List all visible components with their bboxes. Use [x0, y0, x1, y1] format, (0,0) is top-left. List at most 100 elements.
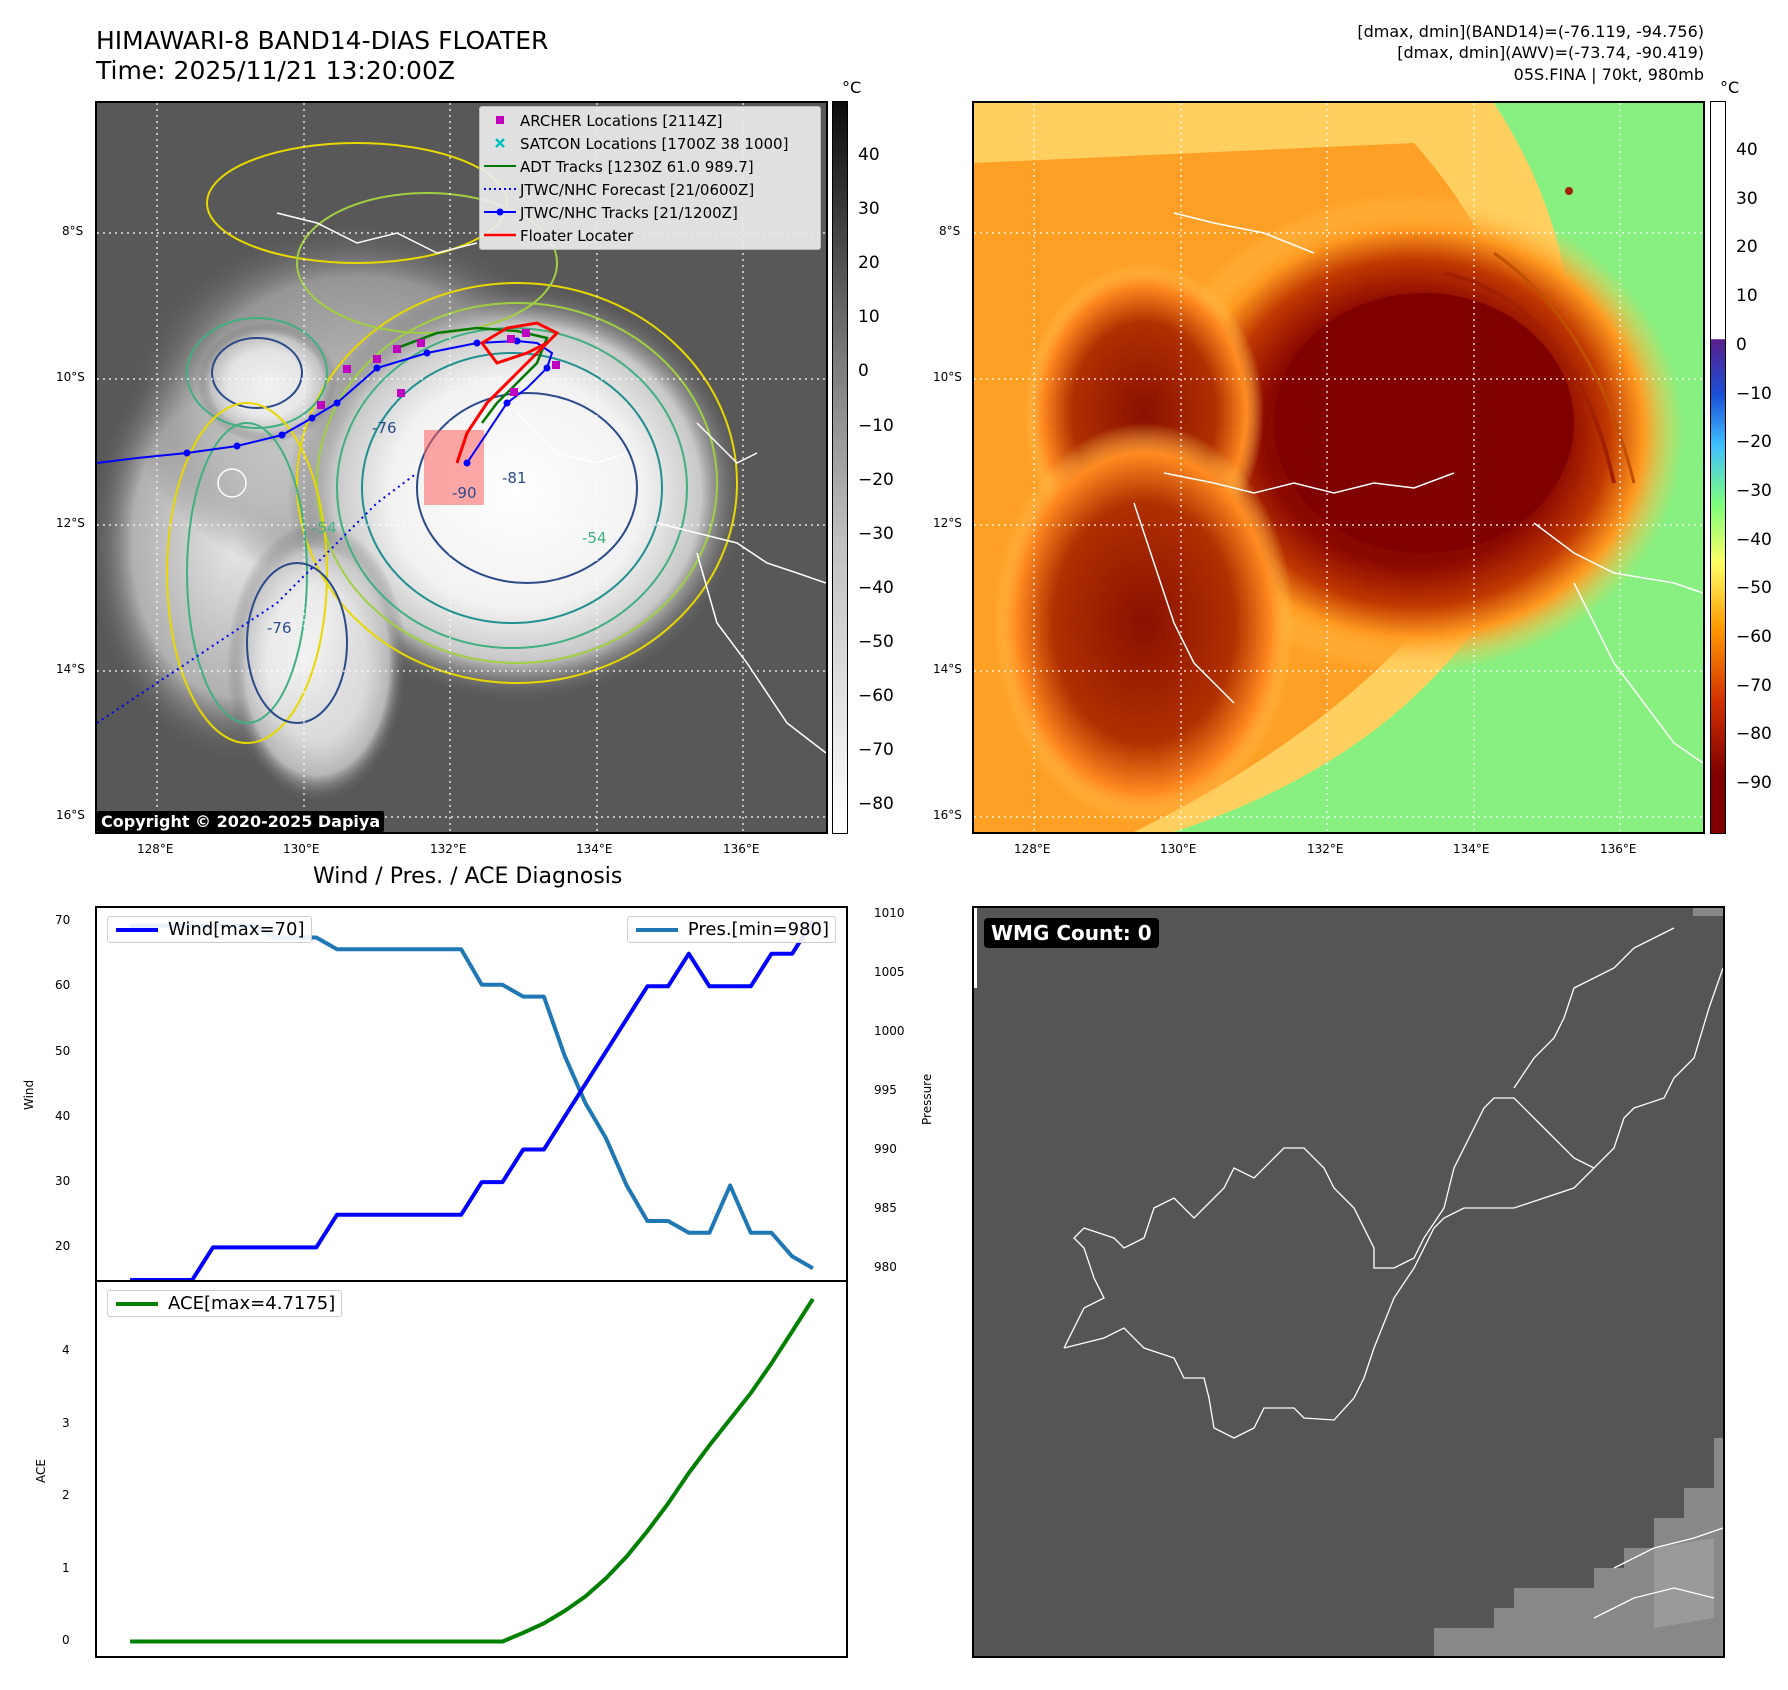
lat-label: 16°S: [933, 808, 962, 822]
lat-label: 12°S: [56, 516, 85, 530]
colorbar-tick-label: −10: [858, 415, 894, 436]
lat-label: 12°S: [933, 516, 962, 530]
figure-title: HIMAWARI-8 BAND14-DIAS FLOATER: [96, 26, 549, 55]
ir-colorbar: [832, 101, 848, 834]
ace-tick-label: 1: [62, 1560, 70, 1575]
colorbar-tick-label: −20: [858, 469, 894, 490]
wv-colorbar: [1710, 101, 1726, 834]
colorbar-tick-label: −50: [858, 631, 894, 652]
ace-tick-label: 4: [62, 1342, 70, 1357]
legend-item-satcon: SATCON Locations [1700Z 38 1000]: [480, 132, 820, 155]
wmg-image: [974, 908, 1723, 1656]
wv-map-panel: [972, 101, 1705, 834]
ace-series-line: [130, 1297, 815, 1644]
ace-tick-label: 2: [62, 1488, 70, 1503]
colorbar-tick-label: −70: [858, 740, 894, 761]
wv-map-image: [974, 103, 1703, 832]
lon-label: 136°E: [723, 842, 760, 856]
pressure-tick-label: 1010: [874, 905, 905, 920]
colorbar-tick-label: −30: [858, 523, 894, 544]
lat-label: 14°S: [933, 662, 962, 676]
pres-ylabel: Pressure: [920, 1073, 934, 1125]
diagnosis-title: Wind / Pres. / ACE Diagnosis: [313, 864, 623, 889]
contour-label: -90: [452, 484, 477, 502]
wmg-panel: WMG Count: 0: [972, 906, 1725, 1658]
colorbar-tick-label: −60: [1736, 627, 1772, 647]
colorbar-tick-label: 10: [858, 307, 880, 328]
colorbar-tick-label: 10: [1736, 286, 1758, 307]
info-awv-range: [dmax, dmin](AWV)=(-73.74, -90.419): [1397, 43, 1704, 62]
ace-tick-label: 3: [62, 1415, 70, 1430]
legend-item-floater: Floater Locater: [484, 226, 634, 245]
lon-label: 134°E: [1453, 842, 1490, 856]
wind-pres-plot: [130, 920, 815, 1280]
colorbar-tick-label: −90: [1736, 773, 1772, 794]
ace-panel: ACE[max=4.7175]: [95, 1280, 848, 1658]
lon-label: 128°E: [1014, 842, 1051, 856]
colorbar-tick-label: 40: [858, 145, 880, 165]
pressure-tick-label: 990: [874, 1142, 897, 1157]
ace-legend: ACE[max=4.7175]: [107, 1290, 343, 1317]
wind-ylabel: Wind: [22, 1079, 36, 1110]
map-legend: ARCHER Locations [2114Z] SATCON Location…: [479, 106, 821, 250]
wind-tick-label: 30: [55, 1174, 71, 1189]
contour-label: -81: [502, 469, 527, 487]
lon-label: 128°E: [137, 842, 174, 856]
pressure-series-line: [130, 923, 814, 1270]
colorbar-tick-label: −80: [858, 794, 894, 815]
legend-item-adt: ADT Tracks [1230Z 61.0 989.7]: [484, 157, 754, 176]
info-storm-summary: 05S.FINA | 70kt, 980mb: [1513, 65, 1704, 84]
wind-tick-label: 60: [55, 978, 71, 993]
wind-legend: Wind[max=70]: [107, 916, 312, 943]
lon-label: 130°E: [283, 842, 320, 856]
lat-label: 10°S: [56, 370, 85, 384]
colorbar-tick-label: 30: [858, 199, 880, 220]
colorbar-tick-label: 0: [858, 361, 869, 382]
lat-label: 14°S: [56, 662, 85, 676]
legend-item-archer: ARCHER Locations [2114Z]: [480, 109, 820, 132]
wmg-count-badge: WMG Count: 0: [984, 918, 1159, 948]
lon-label: 132°E: [430, 842, 467, 856]
ace-tick-label: 0: [62, 1633, 70, 1648]
legend-item-forecast: JTWC/NHC Forecast [21/0600Z]: [484, 180, 755, 199]
copyright-badge: Copyright © 2020-2025 Dapiya: [97, 811, 385, 832]
pres-legend: Pres.[min=980]: [626, 916, 836, 943]
colorbar-tick-label: 20: [1736, 237, 1758, 258]
colorbar-tick-label: −10: [1736, 383, 1772, 404]
pressure-tick-label: 980: [874, 1260, 897, 1275]
lon-label: 130°E: [1160, 842, 1197, 856]
colorbar-tick-label: −50: [1736, 578, 1772, 599]
colorbar-tick-label: −20: [1736, 432, 1772, 453]
wind-tick-label: 50: [55, 1043, 71, 1058]
lon-label: 136°E: [1600, 842, 1637, 856]
colorbar-tick-label: 40: [1736, 140, 1758, 160]
pressure-tick-label: 1005: [874, 964, 905, 979]
lon-label: 132°E: [1307, 842, 1344, 856]
lat-label: 8°S: [939, 224, 961, 238]
lon-label: 134°E: [576, 842, 613, 856]
colorbar-tick-label: −70: [1736, 675, 1772, 696]
colorbar-tick-label: −40: [1736, 529, 1772, 550]
ace-ylabel: ACE: [34, 1459, 48, 1483]
wind-pres-panel: Wind[max=70] Pres.[min=980]: [95, 906, 848, 1282]
pressure-tick-label: 985: [874, 1201, 897, 1216]
contour-label: -54: [582, 529, 607, 547]
figure-time: Time: 2025/11/21 13:20:00Z: [96, 56, 455, 85]
colorbar-tick-label: 20: [858, 253, 880, 274]
wind-tick-label: 40: [55, 1108, 71, 1123]
wind-tick-label: 70: [55, 913, 71, 928]
contour-label: -76: [372, 419, 397, 437]
wind-series-line: [130, 920, 815, 1280]
lat-label: 8°S: [62, 224, 84, 238]
wv-colorbar-unit: °C: [1720, 78, 1740, 97]
colorbar-tick-label: −40: [858, 577, 894, 598]
colorbar-tick-label: −60: [858, 686, 894, 706]
wind-tick-label: 20: [55, 1239, 71, 1254]
lat-label: 16°S: [56, 808, 85, 822]
colorbar-tick-label: 0: [1736, 334, 1747, 355]
ir-colorbar-unit: °C: [842, 78, 862, 97]
pressure-tick-label: 995: [874, 1083, 897, 1098]
pressure-tick-label: 1000: [874, 1024, 905, 1038]
contour-label: -76: [267, 619, 292, 637]
lat-label: 10°S: [933, 370, 962, 384]
